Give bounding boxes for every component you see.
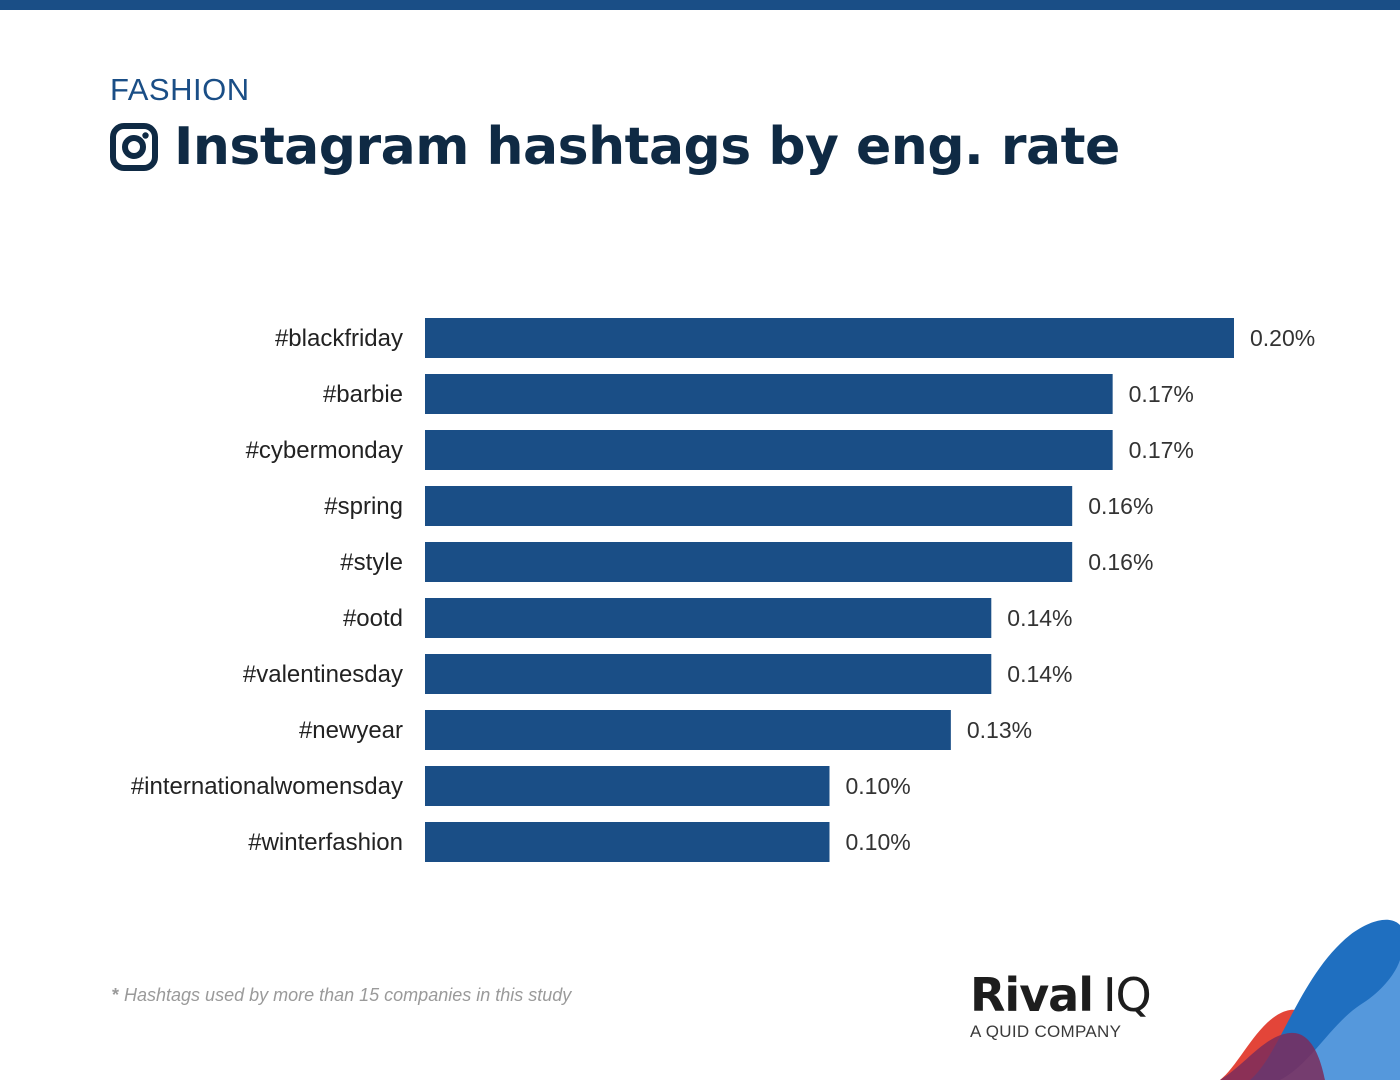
- logo-tagline: A QUID COMPANY: [970, 1022, 1122, 1041]
- category-label: FASHION: [110, 72, 250, 107]
- title-row: Instagram hashtags by eng. rate: [110, 114, 1120, 180]
- value-label-newyear: 0.13%: [967, 717, 1032, 743]
- category-label-style: #style: [340, 549, 403, 576]
- footnote-text: Hashtags used by more than 15 companies …: [119, 985, 572, 1005]
- category-label-blackfriday: #blackfriday: [275, 325, 403, 352]
- logo-name-bold: Rival: [970, 968, 1094, 1022]
- value-label-blackfriday: 0.20%: [1250, 325, 1315, 351]
- top-accent-bar: [0, 0, 1400, 10]
- value-label-ootd: 0.14%: [1007, 605, 1072, 631]
- category-label-winterfashion: #winterfashion: [248, 829, 403, 856]
- bar-cybermonday: [425, 430, 1113, 470]
- bar-style: [425, 542, 1073, 582]
- category-label-newyear: #newyear: [299, 717, 403, 744]
- bar-barbie: [425, 374, 1113, 414]
- category-label-internationalwomensday: #internationalwomensday: [131, 773, 403, 800]
- category-label-spring: #spring: [324, 493, 403, 520]
- logo-wordmark: Rival IQ: [970, 968, 1152, 1022]
- category-label-cybermonday: #cybermonday: [246, 437, 403, 464]
- category-label-barbie: #barbie: [323, 381, 403, 408]
- footnote-star: *: [112, 985, 120, 1005]
- logo-name-light: IQ: [1102, 968, 1152, 1022]
- value-label-cybermonday: 0.17%: [1129, 437, 1194, 463]
- bar-spring: [425, 486, 1073, 526]
- value-label-internationalwomensday: 0.10%: [846, 773, 911, 799]
- bar-winterfashion: [425, 822, 830, 862]
- value-label-valentinesday: 0.14%: [1007, 661, 1072, 687]
- instagram-icon: [110, 123, 158, 171]
- decorative-wave-graphic: [1220, 919, 1400, 1080]
- value-label-style: 0.16%: [1088, 549, 1153, 575]
- value-label-spring: 0.16%: [1088, 493, 1153, 519]
- bar-ootd: [425, 598, 992, 638]
- bar-valentinesday: [425, 654, 992, 694]
- value-label-winterfashion: 0.10%: [846, 829, 911, 855]
- footnote: * Hashtags used by more than 15 companie…: [112, 985, 571, 1006]
- bar-blackfriday: [425, 318, 1234, 358]
- bar-newyear: [425, 710, 951, 750]
- bar-internationalwomensday: [425, 766, 830, 806]
- value-label-barbie: 0.17%: [1129, 381, 1194, 407]
- category-label-valentinesday: #valentinesday: [243, 661, 403, 688]
- chart-title: Instagram hashtags by eng. rate: [174, 117, 1120, 177]
- rival-iq-logo: Rival IQ A QUID COMPANY: [970, 968, 1152, 1042]
- category-label-ootd: #ootd: [343, 605, 403, 632]
